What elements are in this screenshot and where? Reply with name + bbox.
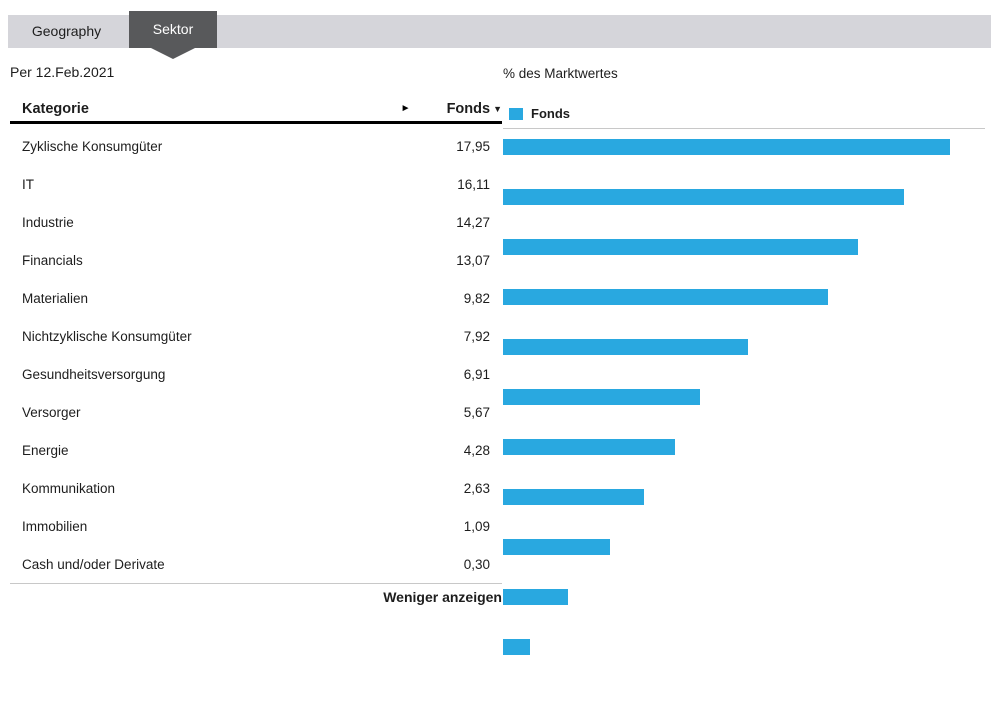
- category-label: Immobilien: [22, 518, 88, 534]
- category-value: 17,95: [456, 138, 490, 154]
- fund-bar: [503, 339, 748, 355]
- legend-label: Fonds: [531, 106, 570, 121]
- table-footer: Weniger anzeigen: [10, 583, 502, 607]
- category-value: 14,27: [456, 214, 490, 230]
- table-row: Zyklische Konsumgüter 17,95: [10, 127, 502, 165]
- category-value: 7,92: [463, 328, 490, 344]
- fund-bar: [503, 589, 569, 605]
- table-row: Industrie 14,27: [10, 203, 502, 241]
- table-rows: Zyklische Konsumgüter 17,95 IT 16,11 Industr…: [10, 124, 502, 583]
- fund-bar: [503, 139, 950, 155]
- fund-bar: [503, 439, 676, 455]
- table-header: Kategorie ► Fonds ▼: [10, 96, 502, 124]
- bar-row: [503, 389, 1001, 427]
- table-row: Financials 13,07: [10, 241, 502, 279]
- fonds-column-header[interactable]: Fonds ▼: [447, 101, 502, 117]
- show-less-link[interactable]: Weniger anzeigen: [383, 589, 502, 605]
- table-row: Nichtzyklische Konsumgüter 7,92: [10, 317, 502, 355]
- category-label: Cash und/oder Derivate: [22, 556, 165, 572]
- sort-desc-icon: ▼: [493, 103, 502, 114]
- table-row: Materialien 9,82: [10, 279, 502, 317]
- category-value: 9,82: [463, 290, 490, 306]
- bar-row: [503, 689, 1001, 727]
- bar-row: [503, 189, 1001, 227]
- category-table: Kategorie ► Fonds ▼ Zyklische Konsumgüter…: [10, 96, 502, 607]
- category-label: Kommunikation: [22, 480, 116, 496]
- bar-row: [503, 439, 1001, 477]
- tab-sektor[interactable]: Sektor: [129, 11, 217, 48]
- table-row: Kommunikation 2,63: [10, 469, 502, 507]
- category-label: Materialien: [22, 290, 89, 306]
- table-row: Energie 4,28: [10, 431, 502, 469]
- table-row: Gesundheitsversorgung 6,91: [10, 355, 502, 393]
- category-value: 5,67: [463, 404, 490, 420]
- market-value-chart: % des Marktwertes Fonds: [503, 66, 1001, 655]
- category-label: Nichtzyklische Konsumgüter: [22, 328, 192, 344]
- bar-row: [503, 239, 1001, 277]
- category-value: 4,28: [463, 442, 490, 458]
- category-label: Zyklische Konsumgüter: [22, 138, 163, 154]
- category-value: 0,30: [463, 556, 490, 572]
- category-label: Industrie: [22, 214, 74, 230]
- bar-row: [503, 539, 1001, 577]
- tab-geography[interactable]: Geography: [31, 23, 102, 39]
- category-value: 2,63: [463, 480, 490, 496]
- table-row: Cash und/oder Derivate 0,30: [10, 545, 502, 583]
- category-label: IT: [22, 176, 34, 192]
- category-label: Energie: [22, 442, 69, 458]
- category-value: 13,07: [456, 252, 490, 268]
- tab-strip: Geography Sektor: [8, 11, 991, 59]
- category-label: Versorger: [22, 404, 81, 420]
- chart-title: % des Marktwertes: [503, 66, 618, 81]
- table-row: Immobilien 1,09: [10, 507, 502, 545]
- fund-bar: [503, 239, 859, 255]
- bar-row: [503, 589, 1001, 627]
- bar-row: [503, 289, 1001, 327]
- chart-bars: [503, 127, 1001, 727]
- fund-bar: [503, 489, 645, 505]
- fund-bar: [503, 289, 829, 305]
- category-value: 1,09: [463, 518, 490, 534]
- active-tab-pointer-icon: [151, 48, 195, 59]
- category-value: 16,11: [457, 176, 490, 192]
- bar-row: [503, 339, 1001, 377]
- scroll-right-icon[interactable]: ►: [400, 103, 411, 114]
- fund-bar: [503, 539, 610, 555]
- fund-bar: [503, 189, 905, 205]
- fund-bar: [503, 639, 531, 655]
- as-of-date: Per 12.Feb.2021: [10, 64, 115, 80]
- category-label: Gesundheitsversorgung: [22, 366, 166, 382]
- bar-row: [503, 139, 1001, 177]
- fund-bar: [503, 389, 701, 405]
- bar-row: [503, 489, 1001, 527]
- legend-swatch: [509, 107, 523, 120]
- legend-item-fonds: Fonds: [509, 106, 570, 121]
- fonds-column-label: Fonds: [446, 100, 491, 117]
- category-label: Financials: [22, 252, 83, 268]
- table-row: IT 16,11: [10, 165, 502, 203]
- bar-row: [503, 639, 1001, 677]
- category-value: 6,91: [463, 366, 490, 382]
- chart-divider: [503, 128, 985, 129]
- category-column-header: Kategorie: [22, 100, 89, 117]
- table-row: Versorger 5,67: [10, 393, 502, 431]
